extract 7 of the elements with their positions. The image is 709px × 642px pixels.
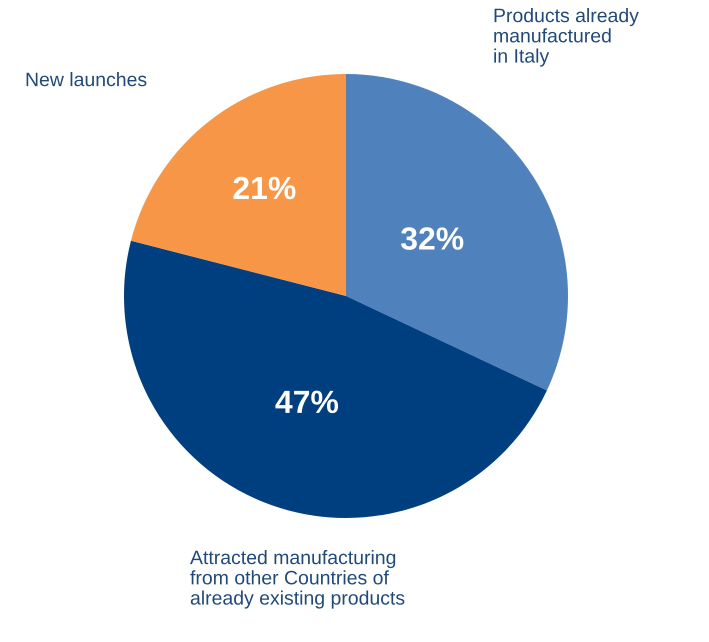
data-label: 47% [275,390,338,414]
slice-label: New launches [26,72,146,86]
pie-slice [346,74,568,391]
data-label: 32% [400,227,464,250]
slice-label: Products already manufactured in Italy [494,8,639,67]
data-label: 21% [234,176,296,200]
slice-label: Attracted manufacturing from other Countries of already existing products [190,550,404,609]
